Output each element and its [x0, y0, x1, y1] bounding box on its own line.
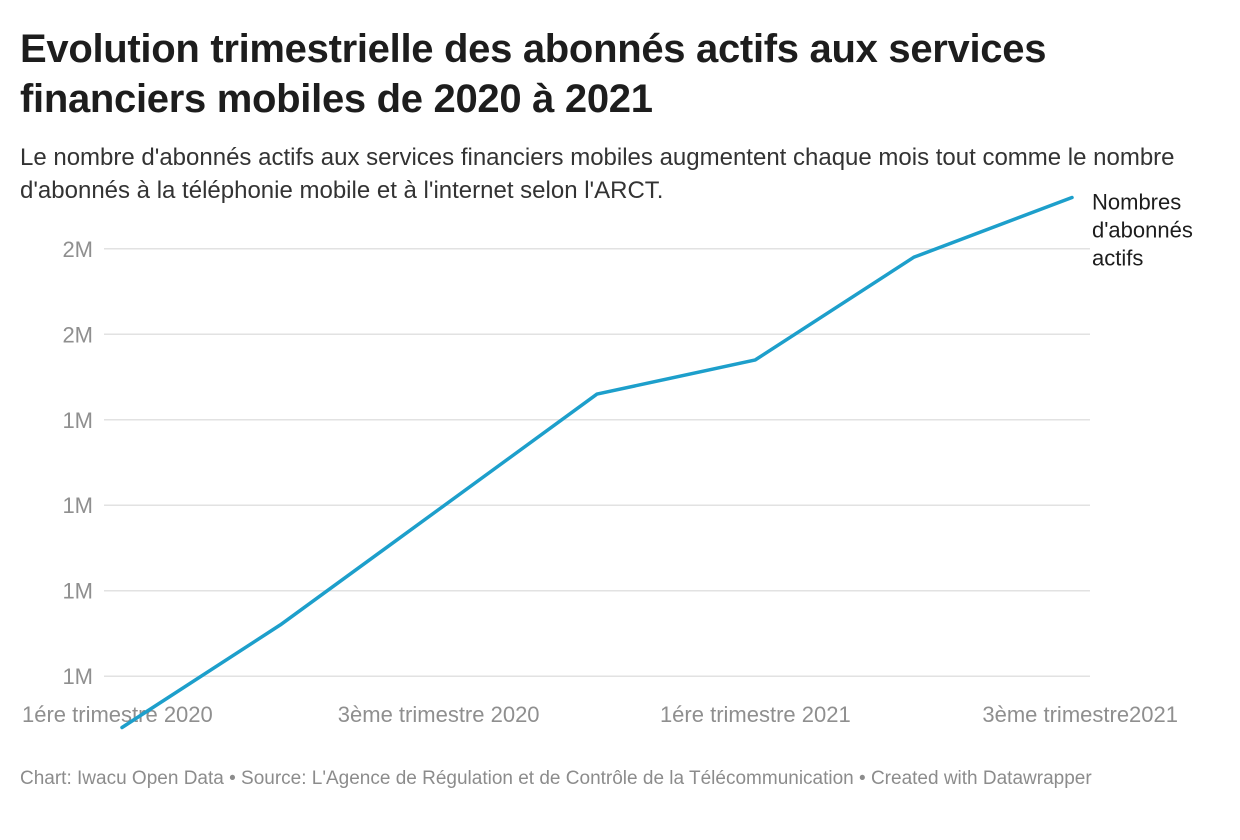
- gridlines: [104, 248, 1090, 677]
- series-line: [120, 195, 1074, 730]
- y-tick-label: 1M: [62, 579, 93, 604]
- series-label-line: actifs: [1092, 246, 1143, 271]
- x-tick-label: 3ème trimestre 2020: [338, 702, 540, 727]
- x-tick-label: 1ére trimestre 2021: [660, 702, 851, 727]
- x-tick-label: 1ére trimestre 2020: [22, 702, 213, 727]
- series-label: Nombres d'abonnés actifs: [1092, 190, 1193, 271]
- chart-footer: Chart: Iwacu Open Data • Source: L'Agenc…: [20, 768, 1092, 789]
- series-label-line: d'abonnés: [1092, 218, 1193, 243]
- x-axis-tick-labels: 1ére trimestre 2020 3ème trimestre 2020 1é…: [22, 702, 1178, 727]
- y-axis-tick-labels: 1M 1M 1M 1M 2M 2M: [62, 237, 93, 689]
- y-tick-label: 1M: [62, 664, 93, 689]
- y-tick-label: 1M: [62, 493, 93, 518]
- y-tick-label: 2M: [62, 237, 93, 262]
- series-labels: Nombres d'abonnés actifs: [1092, 190, 1193, 271]
- y-tick-label: 1M: [62, 408, 93, 433]
- series-layer: [120, 195, 1074, 730]
- chart-title: Evolution trimestrielle des abonnés acti…: [20, 27, 1047, 121]
- chart-subtitle: Le nombre d'abonnés actifs aux services …: [20, 144, 1175, 204]
- x-tick-label: 3ème trimestre2021: [982, 702, 1178, 727]
- y-tick-label: 2M: [62, 322, 93, 347]
- series-label-line: Nombres: [1092, 190, 1181, 215]
